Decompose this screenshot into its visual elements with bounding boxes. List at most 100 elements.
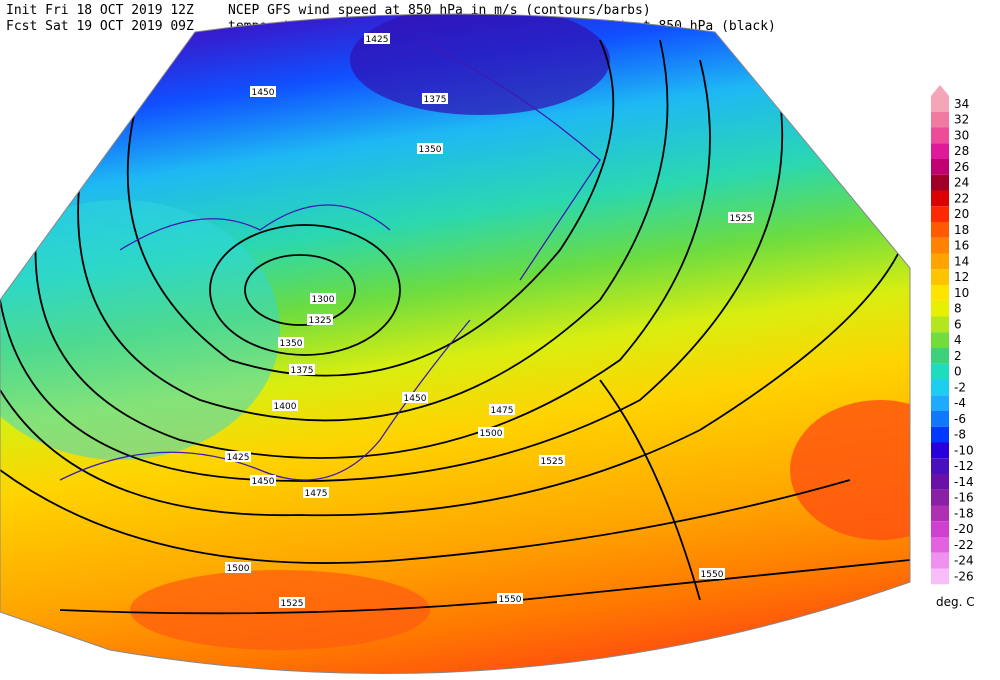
colorbar-swatch: [931, 458, 949, 474]
contour-label-box: [728, 212, 754, 223]
colorbar-swatch: [931, 474, 949, 490]
colorbar-label: 20: [954, 207, 969, 221]
warm-region: [790, 400, 910, 540]
colorbar-label: 28: [954, 144, 969, 158]
contour-label: 1325: [309, 316, 332, 326]
colorbar-swatch: [931, 253, 949, 270]
contour-label: 1525: [730, 214, 753, 224]
contour-label: 1425: [227, 453, 250, 463]
colorbar-label: 0: [954, 365, 962, 379]
colorbar-swatch: [931, 269, 949, 285]
contour-label-box: [478, 427, 504, 438]
contour-label-box: [497, 593, 523, 604]
colorbar-swatch: [931, 442, 949, 459]
init-time: Init Fri 18 OCT 2019 12Z: [6, 3, 194, 18]
colorbar-label: 2: [954, 349, 962, 363]
colorbar-label: 16: [954, 239, 969, 253]
contour-label: 1500: [227, 564, 250, 574]
cool-region: [0, 200, 280, 460]
contour-label: 1350: [280, 339, 303, 349]
contour-label: 1450: [404, 394, 427, 404]
contour-label: 1350: [419, 145, 442, 155]
contour-label-box: [278, 337, 304, 348]
colorbar-label: 34: [954, 97, 969, 111]
contour-label-box: [272, 400, 298, 411]
colorbar-swatch: [931, 127, 949, 144]
colorbar-swatch: [931, 521, 949, 537]
colorbar-label: 26: [954, 160, 969, 174]
contour-label: 1400: [274, 402, 297, 412]
contour-label: 1375: [291, 366, 314, 376]
colorbar-swatch: [931, 143, 949, 159]
colorbar-swatch: [931, 411, 949, 427]
contour-label-box: [489, 404, 515, 415]
colorbar-swatch: [931, 159, 949, 175]
contour-label-box: [310, 293, 336, 304]
title-line: NCEP GFS wind speed at 850 hPa in m/s (c…: [228, 3, 651, 18]
colorbar-label: 6: [954, 317, 962, 331]
colorbar-label: -24: [954, 554, 974, 568]
colorbar-swatch: [931, 174, 949, 191]
colorbar-label: 8: [954, 302, 962, 316]
height-contours: [0, 39, 910, 615]
colorbar-label: 18: [954, 223, 969, 237]
colorbar-swatch: [931, 300, 949, 317]
colorbar-swatch: [931, 222, 949, 238]
colorbar-swatch: [931, 426, 949, 443]
colorbar-swatch: [931, 363, 949, 380]
colorbar-label: -20: [954, 522, 974, 536]
colorbar-label: -22: [954, 538, 974, 552]
colorbar-swatch: [931, 379, 949, 396]
contour-label-box: [279, 597, 305, 608]
colorbar-swatch: [931, 348, 949, 364]
contour-label: 1500: [480, 429, 503, 439]
contour-label-box: [225, 451, 251, 462]
colorbar-swatch: [931, 505, 949, 522]
colorbar-swatch: [931, 316, 949, 333]
colorbar-swatch: [931, 537, 949, 553]
contour-label-box: [539, 455, 565, 466]
colorbar-label: -16: [954, 491, 974, 505]
contour-label-box: [289, 364, 315, 375]
contour-label: 1525: [541, 457, 564, 467]
colorbar-arrow: [931, 85, 949, 96]
contour-label-box: [307, 314, 333, 325]
colorbar-label: -18: [954, 506, 974, 520]
colorbar-label: -4: [954, 396, 966, 410]
contour-label: 1425: [366, 35, 389, 45]
contour-label: 1475: [491, 406, 514, 416]
warm-region: [130, 570, 430, 650]
contour-label: 1450: [252, 88, 275, 98]
wind-contours: [59, 39, 601, 481]
colorbar-label: 10: [954, 286, 969, 300]
contour-label-box: [422, 93, 448, 104]
colorbar-swatch: [931, 395, 949, 411]
colorbar-swatch: [931, 111, 949, 128]
colorbar-label: -6: [954, 412, 966, 426]
contour-label-box: [250, 475, 276, 486]
colorbar-label: 12: [954, 270, 969, 284]
forecast-time: Fcst Sat 19 OCT 2019 09Z: [6, 19, 194, 34]
contour-label-box: [417, 143, 443, 154]
contour-label: 1550: [499, 595, 522, 605]
colorbar-swatch: [931, 237, 949, 254]
contour-label: 1475: [305, 489, 328, 499]
colorbar-label: -10: [954, 443, 974, 457]
colorbar-swatch: [931, 96, 949, 112]
contour-label-box: [250, 86, 276, 97]
colorbar-unit: deg. C: [936, 595, 975, 609]
colorbar-swatch: [931, 568, 949, 585]
colorbar-swatch: [931, 206, 949, 222]
map-area: [0, 14, 910, 674]
colorbar-label: -8: [954, 428, 966, 442]
colorbar-swatch: [931, 285, 949, 301]
colorbar-label: -12: [954, 459, 974, 473]
colorbar-swatch: [931, 190, 949, 207]
colorbar-label: 14: [954, 254, 969, 268]
contour-label: 1450: [252, 477, 275, 487]
colorbar-label: 32: [954, 113, 969, 127]
contour-label-box: [225, 562, 251, 573]
colorbar-label: -26: [954, 569, 974, 583]
colorbar-label: -2: [954, 380, 966, 394]
